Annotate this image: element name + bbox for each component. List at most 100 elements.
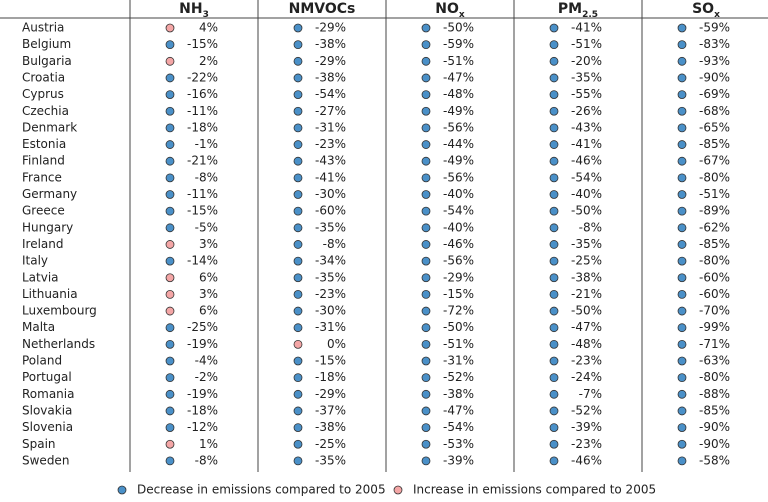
change-dot [293, 173, 303, 183]
change-dot [165, 190, 175, 199]
change-dot [677, 173, 687, 183]
change-value: -29% [315, 387, 346, 401]
change-dot [421, 423, 431, 433]
change-value: -52% [443, 370, 474, 384]
change-dot [677, 273, 687, 283]
change-value: -7% [579, 387, 602, 401]
change-value: -27% [315, 104, 346, 118]
change-dot [293, 406, 303, 416]
change-dot [677, 73, 687, 83]
change-dot [165, 56, 175, 66]
change-dot [549, 190, 559, 199]
change-dot [421, 206, 431, 216]
change-value: -46% [571, 453, 602, 467]
change-dot [677, 306, 687, 316]
change-value: -49% [443, 104, 474, 118]
change-dot [677, 40, 687, 50]
change-value: 3% [199, 237, 218, 251]
change-dot [421, 273, 431, 283]
change-dot [421, 406, 431, 416]
change-value: -15% [187, 204, 218, 218]
change-dot [549, 23, 559, 33]
change-value: -50% [443, 320, 474, 334]
change-value: -38% [315, 420, 346, 434]
change-value: -23% [315, 137, 346, 151]
change-value: -52% [571, 403, 602, 417]
column-header: NH3 [179, 1, 209, 20]
change-value: -15% [315, 354, 346, 368]
country: Czechia [22, 104, 69, 118]
change-value: -26% [571, 104, 602, 118]
change-value: -50% [571, 204, 602, 218]
change-dot [421, 123, 431, 133]
change-dot [549, 356, 559, 366]
change-dot [677, 373, 687, 383]
change-value: -80% [699, 370, 730, 384]
change-dot [165, 173, 175, 183]
change-value: -47% [443, 403, 474, 417]
change-dot [421, 240, 431, 249]
change-dot [677, 56, 687, 66]
change-value: -48% [571, 337, 602, 351]
change-dot [165, 123, 175, 133]
change-value: 4% [199, 21, 218, 35]
change-value: 2% [199, 54, 218, 68]
change-dot [549, 90, 559, 99]
change-dot [549, 406, 559, 416]
change-value: -50% [443, 21, 474, 35]
change-dot [421, 90, 431, 99]
change-dot [421, 23, 431, 33]
change-value: -22% [187, 70, 218, 84]
change-value: -56% [443, 170, 474, 184]
change-value: -23% [315, 287, 346, 301]
column-header: SOx [692, 1, 720, 20]
change-value: -8% [195, 453, 218, 467]
change-value: -54% [443, 420, 474, 434]
change-dot [293, 206, 303, 216]
change-value: -14% [187, 254, 218, 268]
change-dot [293, 140, 303, 149]
change-dot [677, 289, 687, 299]
change-dot [293, 73, 303, 83]
change-dot [293, 56, 303, 66]
header-name: NH [179, 1, 202, 17]
change-dot [165, 240, 175, 249]
change-dot [165, 423, 175, 433]
change-value: -2% [195, 370, 218, 384]
change-value: -41% [571, 21, 602, 35]
change-value: -85% [699, 237, 730, 251]
change-value: -99% [699, 320, 730, 334]
change-value: -54% [571, 170, 602, 184]
change-dot [165, 40, 175, 50]
change-value: -31% [443, 354, 474, 368]
change-dot [549, 389, 559, 399]
change-value: -47% [443, 70, 474, 84]
change-dot [549, 40, 559, 50]
change-value: -38% [571, 270, 602, 284]
change-dot [165, 206, 175, 216]
change-dot [293, 240, 303, 249]
change-value: -80% [699, 254, 730, 268]
change-dot [165, 306, 175, 316]
column-header: NMVOCs [289, 1, 356, 17]
change-value: -30% [315, 187, 346, 201]
change-dot [421, 456, 431, 466]
change-value: -85% [699, 137, 730, 151]
change-dot [549, 206, 559, 216]
change-value: 6% [199, 270, 218, 284]
country: Romania [22, 387, 74, 401]
change-dot [293, 123, 303, 133]
change-value: -31% [315, 120, 346, 134]
change-dot [165, 223, 175, 233]
change-value: -43% [315, 154, 346, 168]
change-value: -12% [187, 420, 218, 434]
change-value: -35% [571, 237, 602, 251]
change-value: -5% [195, 220, 218, 234]
change-dot [293, 90, 303, 99]
change-dot [549, 323, 559, 333]
change-value: -25% [315, 437, 346, 451]
change-value: -40% [443, 187, 474, 201]
change-dot [677, 339, 687, 349]
change-value: -18% [187, 120, 218, 134]
change-value: -35% [315, 220, 346, 234]
